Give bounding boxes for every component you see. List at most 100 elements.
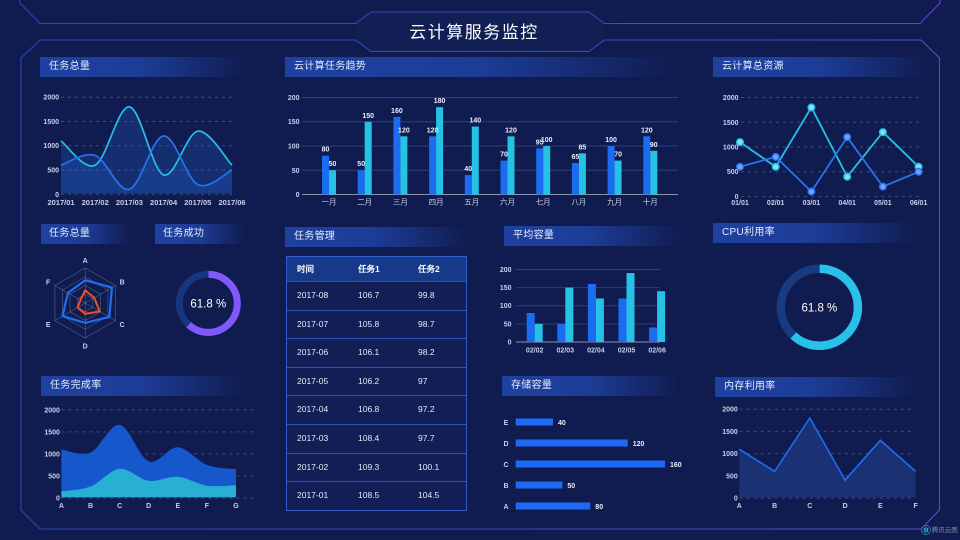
svg-text:C: C bbox=[120, 322, 125, 329]
svg-text:十月: 十月 bbox=[643, 197, 658, 207]
svg-text:500: 500 bbox=[727, 169, 739, 176]
svg-text:九月: 九月 bbox=[607, 198, 622, 207]
svg-text:D: D bbox=[83, 344, 88, 351]
svg-text:02/04: 02/04 bbox=[587, 348, 605, 355]
svg-text:0: 0 bbox=[296, 192, 300, 199]
svg-text:A: A bbox=[83, 258, 88, 265]
svg-text:01/01: 01/01 bbox=[731, 200, 749, 207]
svg-text:1000: 1000 bbox=[43, 143, 59, 150]
svg-text:二月: 二月 bbox=[357, 198, 372, 207]
svg-text:A: A bbox=[59, 503, 64, 510]
svg-text:03/01: 03/01 bbox=[803, 200, 821, 207]
svg-text:40: 40 bbox=[558, 420, 566, 427]
svg-text:2017/04: 2017/04 bbox=[150, 198, 178, 207]
svg-text:05/01: 05/01 bbox=[874, 200, 892, 207]
svg-text:腾讯云图: 腾讯云图 bbox=[932, 525, 958, 534]
svg-text:六月: 六月 bbox=[500, 197, 515, 207]
svg-text:F: F bbox=[46, 279, 51, 286]
svg-text:120: 120 bbox=[398, 127, 410, 134]
svg-text:02/01: 02/01 bbox=[767, 200, 785, 207]
svg-text:95: 95 bbox=[536, 139, 544, 146]
svg-text:2000: 2000 bbox=[723, 95, 739, 102]
svg-text:140: 140 bbox=[469, 118, 481, 125]
svg-text:2017/05: 2017/05 bbox=[184, 198, 211, 207]
svg-text:02/05: 02/05 bbox=[618, 348, 636, 355]
svg-text:2000: 2000 bbox=[44, 407, 60, 414]
svg-text:100: 100 bbox=[288, 144, 300, 151]
svg-text:C: C bbox=[117, 503, 122, 510]
svg-text:2017/03: 2017/03 bbox=[116, 198, 143, 207]
svg-text:100: 100 bbox=[605, 137, 617, 144]
svg-text:八月: 八月 bbox=[571, 198, 586, 207]
svg-text:70: 70 bbox=[614, 152, 622, 159]
svg-text:80: 80 bbox=[595, 504, 603, 511]
svg-text:500: 500 bbox=[47, 168, 59, 175]
svg-text:2017/06: 2017/06 bbox=[218, 198, 245, 207]
svg-text:100: 100 bbox=[541, 137, 553, 144]
svg-text:三月: 三月 bbox=[393, 198, 408, 207]
svg-text:65: 65 bbox=[572, 154, 580, 161]
svg-text:D: D bbox=[503, 441, 508, 448]
svg-text:0: 0 bbox=[55, 192, 59, 199]
svg-text:160: 160 bbox=[391, 108, 403, 115]
svg-text:C: C bbox=[503, 462, 508, 469]
svg-text:E: E bbox=[878, 503, 883, 510]
svg-text:500: 500 bbox=[726, 473, 738, 480]
svg-text:02/06: 02/06 bbox=[648, 348, 666, 355]
svg-text:61.8 %: 61.8 % bbox=[801, 303, 837, 315]
svg-text:A: A bbox=[737, 503, 742, 510]
svg-text:50: 50 bbox=[329, 161, 337, 168]
svg-text:90: 90 bbox=[650, 142, 658, 149]
svg-text:B: B bbox=[772, 503, 777, 510]
svg-text:80: 80 bbox=[322, 147, 330, 154]
svg-text:五月: 五月 bbox=[464, 198, 479, 207]
svg-text:一月: 一月 bbox=[322, 198, 337, 207]
svg-text:D: D bbox=[146, 503, 151, 510]
svg-text:200: 200 bbox=[288, 95, 300, 102]
svg-text:E: E bbox=[46, 322, 51, 329]
svg-text:1500: 1500 bbox=[43, 119, 59, 126]
svg-text:120: 120 bbox=[427, 127, 439, 134]
svg-text:0: 0 bbox=[735, 194, 739, 201]
svg-text:七月: 七月 bbox=[536, 198, 551, 207]
svg-text:61.8 %: 61.8 % bbox=[190, 299, 226, 311]
svg-text:2000: 2000 bbox=[722, 407, 738, 414]
svg-text:1000: 1000 bbox=[44, 451, 60, 458]
svg-text:1500: 1500 bbox=[44, 429, 60, 436]
svg-text:50: 50 bbox=[357, 161, 365, 168]
svg-text:F: F bbox=[913, 503, 918, 510]
svg-text:50: 50 bbox=[292, 168, 300, 175]
svg-text:150: 150 bbox=[288, 119, 300, 126]
svg-text:02/02: 02/02 bbox=[526, 348, 544, 355]
svg-text:100: 100 bbox=[500, 303, 512, 310]
svg-text:D: D bbox=[843, 503, 848, 510]
svg-text:120: 120 bbox=[633, 441, 645, 448]
svg-text:1500: 1500 bbox=[723, 120, 739, 127]
svg-text:160: 160 bbox=[670, 462, 682, 469]
svg-text:C: C bbox=[807, 503, 812, 510]
svg-text:1500: 1500 bbox=[722, 429, 738, 436]
svg-text:150: 150 bbox=[362, 113, 374, 120]
svg-text:0: 0 bbox=[56, 496, 60, 503]
svg-text:50: 50 bbox=[504, 321, 512, 328]
svg-text:02/03: 02/03 bbox=[557, 348, 575, 355]
svg-text:1000: 1000 bbox=[722, 451, 738, 458]
svg-text:500: 500 bbox=[48, 473, 60, 480]
svg-text:0: 0 bbox=[734, 496, 738, 503]
svg-text:F: F bbox=[205, 503, 210, 510]
svg-text:120: 120 bbox=[505, 127, 517, 134]
svg-text:1000: 1000 bbox=[723, 145, 739, 152]
svg-text:G: G bbox=[233, 503, 239, 510]
svg-text:B: B bbox=[120, 279, 125, 286]
svg-text:85: 85 bbox=[579, 144, 587, 151]
svg-text:0: 0 bbox=[508, 340, 512, 347]
svg-text:B: B bbox=[88, 503, 93, 510]
svg-text:150: 150 bbox=[500, 285, 512, 292]
svg-text:A: A bbox=[503, 504, 508, 511]
svg-text:E: E bbox=[504, 420, 509, 427]
svg-text:E: E bbox=[175, 503, 180, 510]
svg-text:04/01: 04/01 bbox=[838, 200, 856, 207]
svg-text:06/01: 06/01 bbox=[910, 200, 928, 207]
svg-text:40: 40 bbox=[464, 166, 472, 173]
svg-text:2000: 2000 bbox=[43, 95, 59, 102]
